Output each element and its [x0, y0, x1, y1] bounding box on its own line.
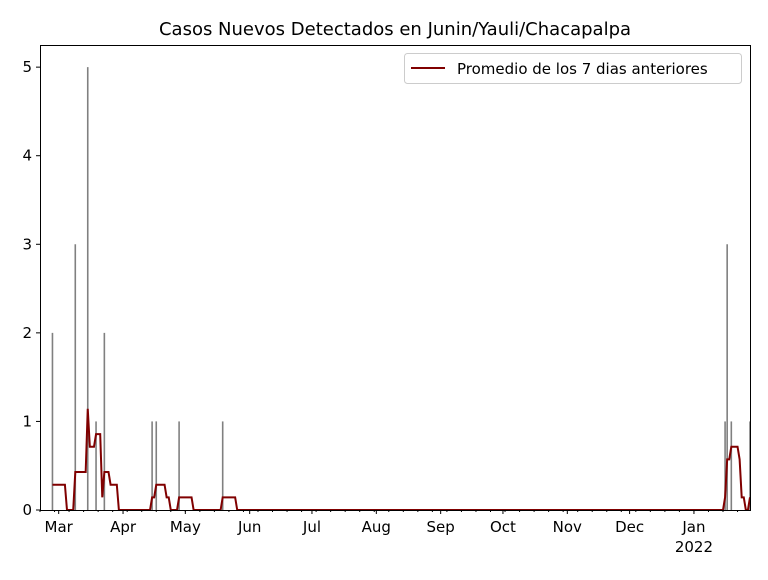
chart-title: Casos Nuevos Detectados en Junin/Yauli/C… — [159, 19, 631, 40]
x-tick-label: Jun — [237, 518, 261, 536]
x-tick-label: May — [170, 518, 201, 536]
y-tick-label: 5 — [22, 58, 32, 76]
legend: Promedio de los 7 dias anteriores — [404, 53, 742, 84]
y-tick-label: 2 — [22, 324, 32, 342]
y-tick-label: 4 — [22, 147, 32, 165]
x-tick-label: Nov — [553, 518, 582, 536]
y-tick-label: 3 — [22, 235, 32, 253]
x-tick-label: Mar — [45, 518, 74, 536]
axes-frame — [40, 45, 751, 511]
x-tick-label: Sep — [427, 518, 455, 536]
x-tick-label: Apr — [110, 518, 137, 536]
x-tick-label: Jul — [302, 518, 321, 536]
legend-label: Promedio de los 7 dias anteriores — [457, 60, 708, 78]
y-tick-label: 0 — [22, 501, 32, 519]
rolling-average-line — [52, 408, 751, 511]
x-tick-label: Dec — [615, 518, 644, 536]
x-tick-label: Jan — [681, 518, 705, 536]
x-tick-label: Oct — [490, 518, 516, 536]
x-tick-sublabel: 2022 — [675, 538, 713, 556]
y-tick-label: 1 — [22, 412, 32, 430]
x-tick-label: Aug — [362, 518, 391, 536]
